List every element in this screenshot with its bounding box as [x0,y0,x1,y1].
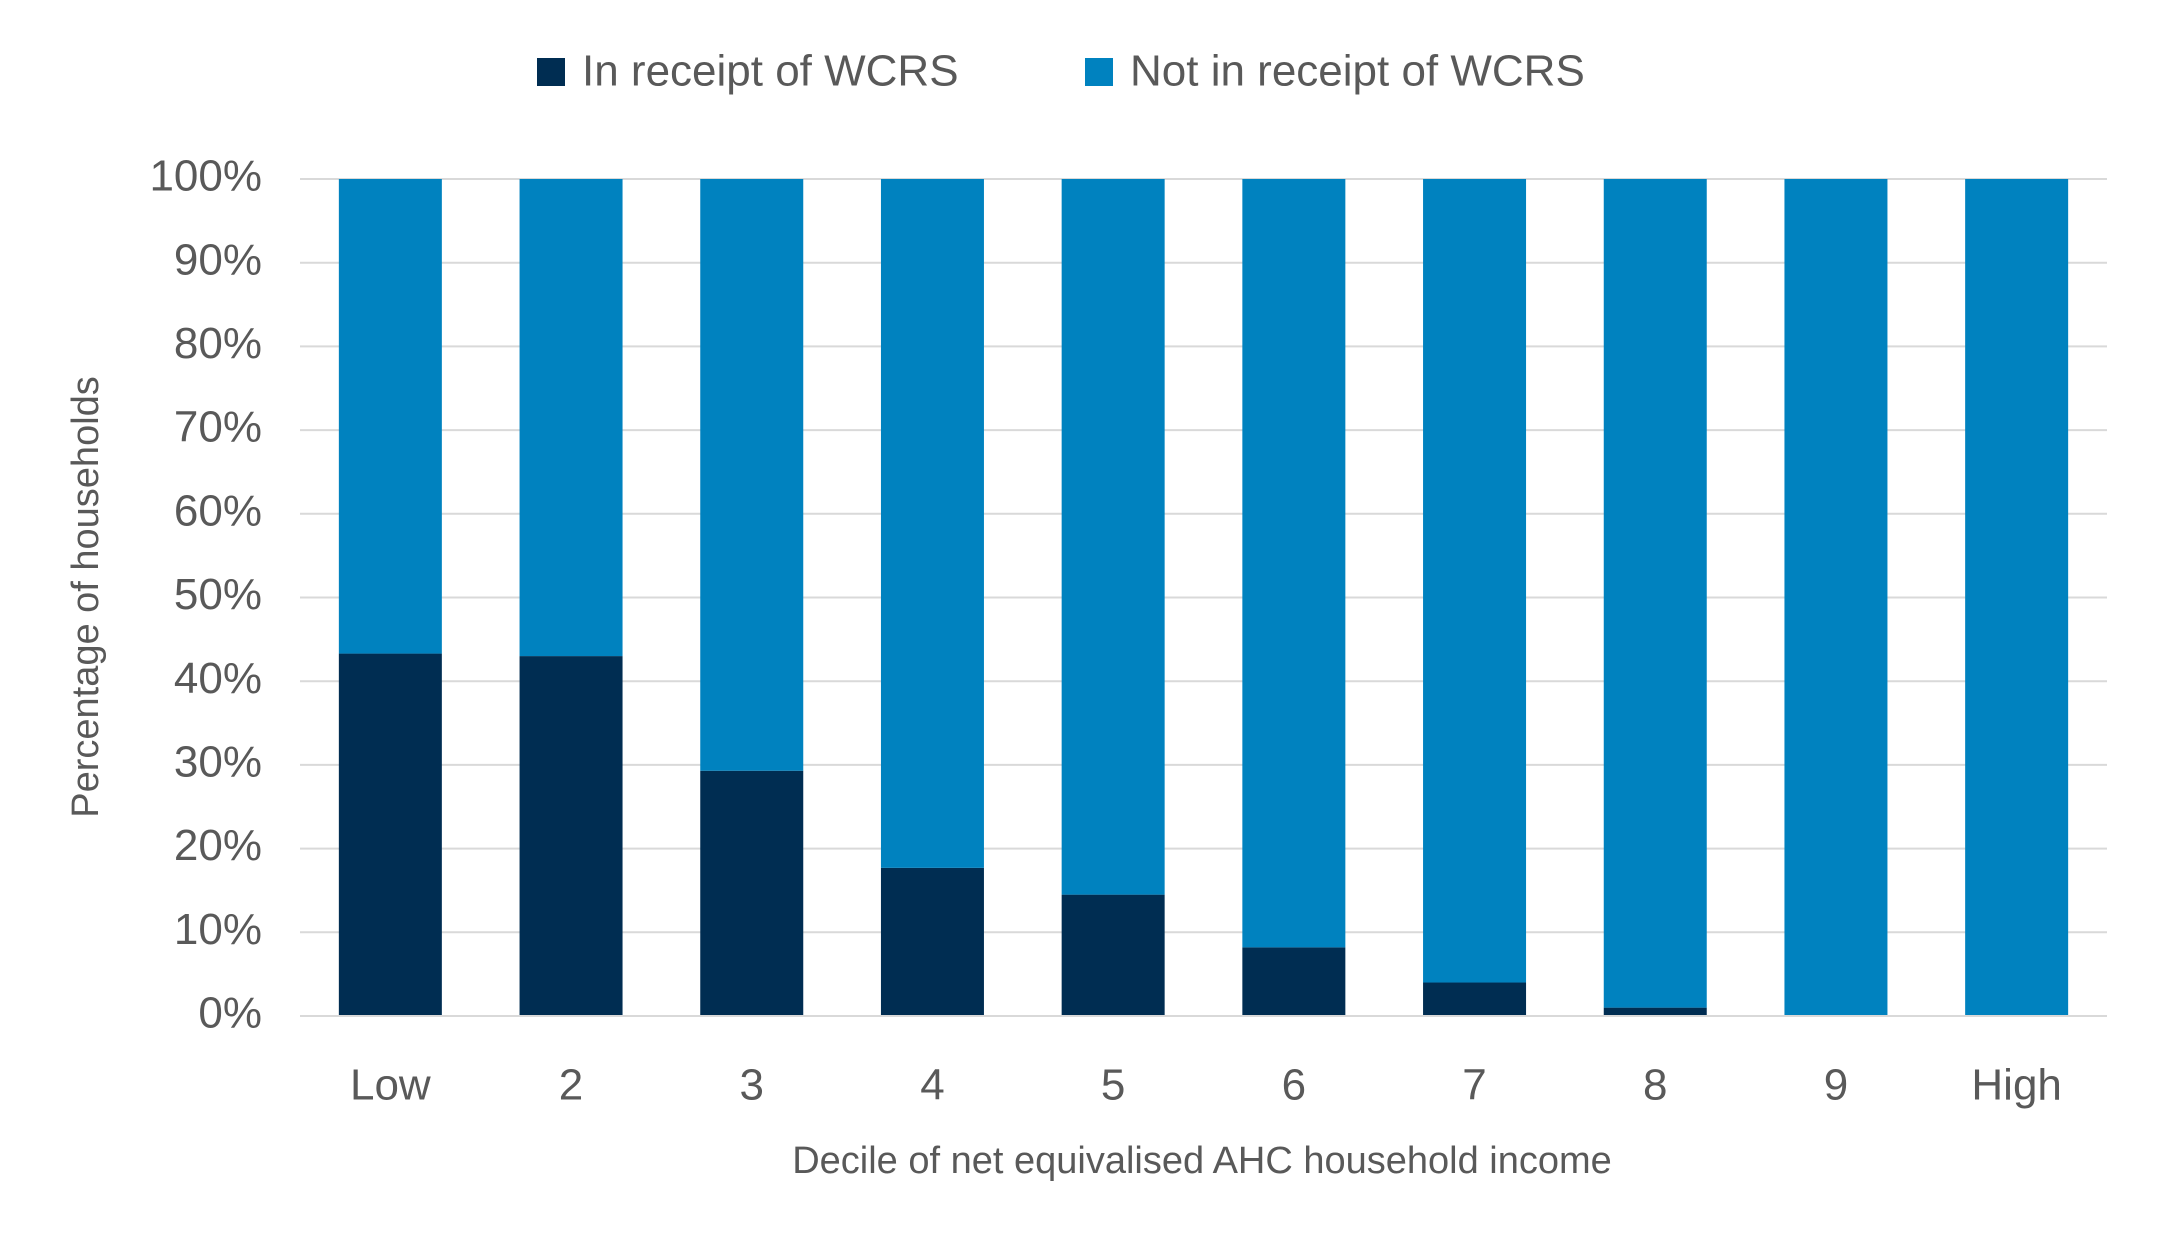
bar-segment [1603,1007,1707,1016]
bar-segment [1965,179,2069,1016]
bar-segment [1242,179,1346,948]
bar-segment [1603,179,1707,1008]
x-axis-title: Decile of net equivalised AHC household … [792,1140,1612,1182]
y-tick-label: 50% [174,570,262,619]
x-tick-label: High [1971,1061,2062,1110]
y-tick-label: 0% [198,989,262,1038]
y-axis-title: Percentage of households [65,376,107,818]
bar-segment [1423,982,1527,1016]
y-tick-label: 70% [174,403,262,452]
legend-swatch [1085,58,1113,86]
bar-segment [338,179,442,654]
bar-segment [1784,179,1888,1016]
x-tick-label: 9 [1824,1061,1848,1110]
bar-segment [519,179,623,657]
bar-segment [519,656,623,1016]
x-tick-label: 6 [1282,1061,1306,1110]
x-tick-label: 7 [1462,1061,1486,1110]
y-tick-label: 20% [174,821,262,870]
bar-segment [338,653,442,1016]
y-tick-label: 90% [174,235,262,284]
y-tick-label: 30% [174,738,262,787]
y-tick-label: 40% [174,654,262,703]
x-tick-label: 5 [1101,1061,1125,1110]
y-tick-label: 100% [149,152,262,201]
legend-label: In receipt of WCRS [582,47,959,96]
bar-segment [880,867,984,1016]
bar-segment [1423,179,1527,983]
y-tick-label: 60% [174,486,262,535]
bar-segment [1061,179,1165,895]
bar-segment [880,179,984,868]
x-tick-label: Low [350,1061,431,1110]
x-tick-label: 2 [559,1061,583,1110]
x-tick-label: 4 [920,1061,944,1110]
bar-segment [1061,894,1165,1016]
bar-segment [1242,947,1346,1016]
legend-swatch [537,58,565,86]
bar-segment [700,770,804,1016]
x-tick-label: 8 [1643,1061,1667,1110]
bar-segment [700,179,804,771]
legend-label: Not in receipt of WCRS [1130,47,1585,96]
y-tick-label: 10% [174,905,262,954]
x-tick-label: 3 [740,1061,764,1110]
y-tick-label: 80% [174,319,262,368]
